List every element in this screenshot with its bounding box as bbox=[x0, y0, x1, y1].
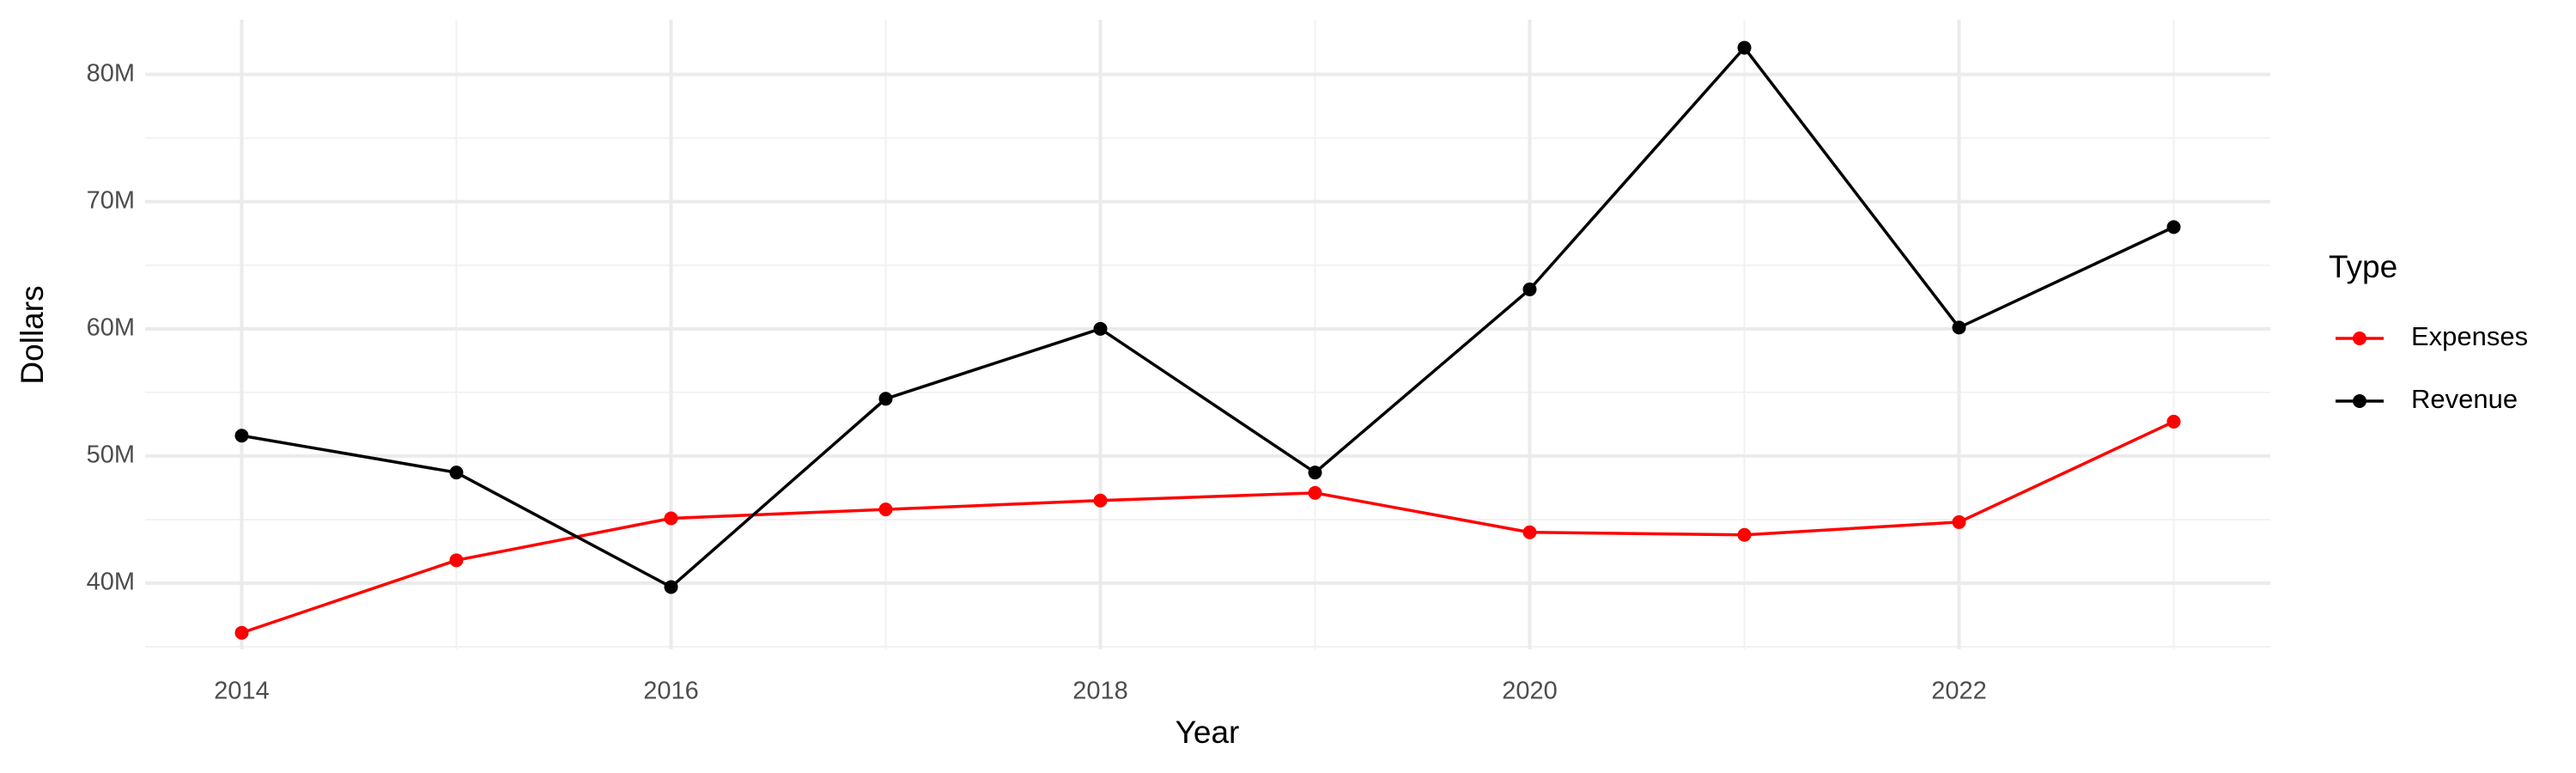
y-tick-label: 70M bbox=[87, 186, 135, 214]
data-point bbox=[1308, 485, 1322, 500]
data-point bbox=[1952, 514, 1966, 529]
y-tick-label: 50M bbox=[87, 441, 135, 469]
y-axis-title: Dollars bbox=[15, 285, 50, 384]
y-tick-label: 60M bbox=[87, 313, 135, 341]
y-tick-label: 80M bbox=[87, 59, 135, 87]
data-point bbox=[1522, 525, 1537, 539]
data-point bbox=[1737, 40, 1752, 55]
legend-label: Expenses bbox=[2411, 321, 2528, 351]
data-point bbox=[234, 429, 249, 443]
data-point bbox=[1093, 321, 1108, 336]
x-tick-label: 2022 bbox=[1931, 678, 1987, 705]
x-tick-label: 2020 bbox=[1502, 678, 1558, 705]
data-point bbox=[1952, 320, 1966, 335]
data-point bbox=[2166, 414, 2181, 429]
data-point bbox=[2166, 220, 2181, 234]
legend-swatch bbox=[2353, 394, 2366, 408]
x-tick-label: 2014 bbox=[214, 678, 270, 705]
data-point bbox=[878, 392, 893, 406]
data-point bbox=[1308, 466, 1322, 480]
series-line bbox=[241, 45, 2175, 589]
data-point bbox=[664, 511, 678, 526]
x-axis-title: Year bbox=[1176, 715, 1240, 750]
legend-swatch bbox=[2353, 332, 2366, 345]
data-point bbox=[234, 625, 249, 640]
x-tick-label: 2018 bbox=[1072, 678, 1128, 705]
legend-label: Revenue bbox=[2411, 384, 2518, 414]
data-point bbox=[1522, 282, 1537, 296]
y-tick-label: 40M bbox=[87, 569, 135, 596]
data-point bbox=[664, 580, 678, 594]
legend-title: Type bbox=[2329, 249, 2397, 284]
data-point bbox=[1737, 527, 1752, 542]
series-line bbox=[240, 420, 2175, 635]
x-tick-label: 2016 bbox=[643, 678, 699, 705]
grid bbox=[145, 20, 2270, 649]
data-point bbox=[449, 466, 464, 480]
data-point bbox=[1093, 493, 1108, 508]
data-point bbox=[878, 502, 893, 517]
data-point bbox=[449, 553, 464, 568]
